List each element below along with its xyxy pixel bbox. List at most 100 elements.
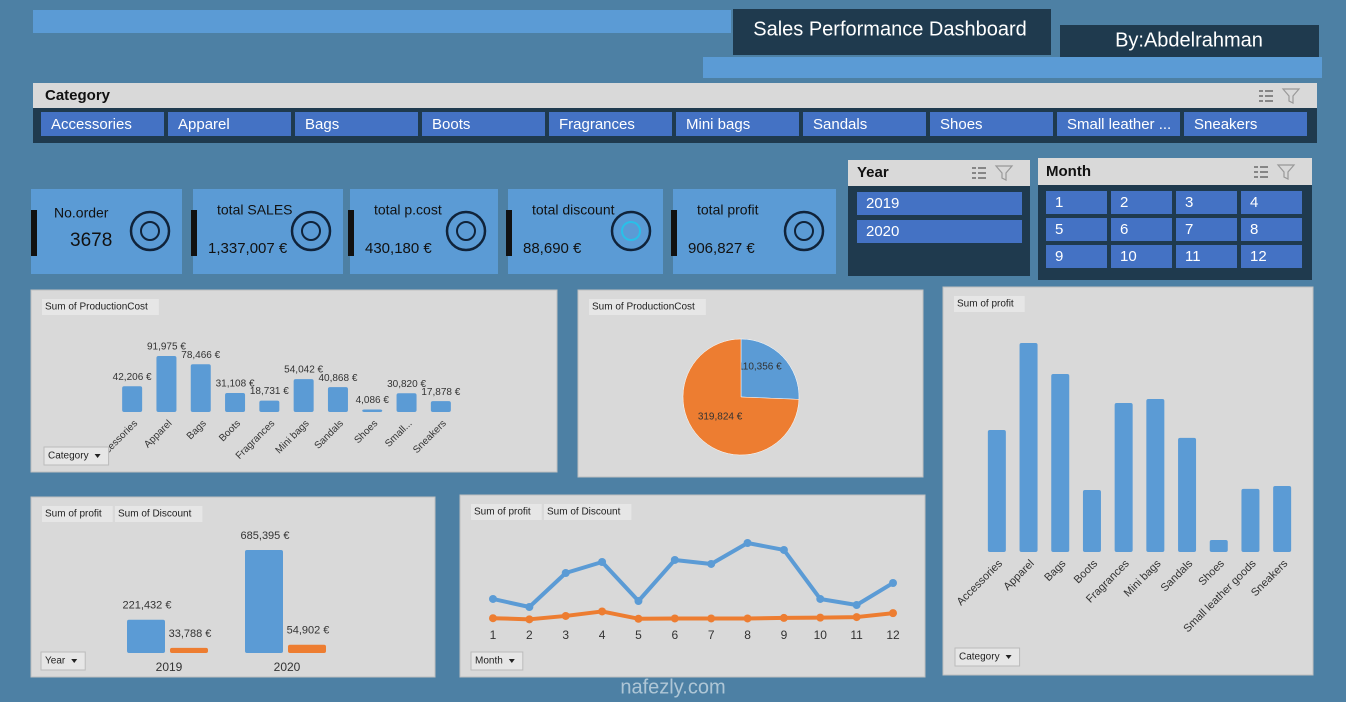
multi-select-icon[interactable] [972,167,986,179]
slicer-button-label: Sneakers [1194,116,1257,133]
kpi-value: 430,180 € [365,240,432,257]
bar [1019,343,1038,552]
dropdown-arrow[interactable] [508,659,515,663]
line-point [670,555,679,564]
slicer-button[interactable] [1241,245,1302,268]
kpi-card [350,189,498,274]
bar [1178,437,1197,552]
x-tick-label: 5 [635,628,642,642]
field-button: Sum of profit [474,507,531,518]
slicer-title: Year [857,164,889,181]
line-point [525,615,534,624]
field-button-bg [954,296,1025,312]
kpi-icon [445,210,487,252]
bar [1273,485,1292,552]
field-button-bg [544,504,632,520]
title-box [733,9,1051,55]
slicer-button[interactable] [295,112,418,136]
filter-button-bg[interactable] [954,647,1021,667]
kpi-label: No.order [54,205,109,221]
slicer-button[interactable] [41,112,164,136]
slicer-button-label: 12 [1250,248,1267,265]
slicer-button-label: 4 [1250,194,1258,211]
line-point [598,607,607,616]
bar [1209,540,1228,552]
x-tick-label: 11 [850,628,863,642]
slicer-button[interactable] [1184,112,1307,136]
kpi-accent [191,210,197,256]
slicer-button[interactable] [1241,218,1302,241]
slicer-button[interactable] [1057,112,1180,136]
banner-band [703,57,1322,78]
bar [1146,398,1165,552]
kpi-label: total discount [532,202,615,218]
slicer-button[interactable] [803,112,926,136]
category-slicer-header [33,83,1317,108]
data-label: 40,868 € [318,373,357,384]
slicer-button[interactable] [1046,218,1107,241]
slicer-button[interactable] [857,220,1022,243]
slicer-button-label: 5 [1055,221,1063,238]
slicer-button-label: Small leather ... [1067,116,1171,133]
line-point [670,614,679,623]
line-point [779,613,788,622]
data-label: 33,788 € [169,628,212,640]
author: By:Abdelrahman [1115,29,1263,51]
slicer-button[interactable] [676,112,799,136]
slicer-title: Month [1046,163,1091,180]
slicer-button[interactable] [1046,245,1107,268]
slicer-button[interactable] [930,112,1053,136]
x-tick-label: 6 [671,628,678,642]
slicer-button[interactable] [1241,191,1302,214]
slicer-button[interactable] [549,112,672,136]
bar [170,647,208,653]
kpi-label: total profit [697,202,759,218]
filter-button-bg[interactable] [470,651,524,671]
slicer-button[interactable] [1111,245,1172,268]
bar [987,429,1006,552]
filter-button: Month [475,656,503,667]
chart-panel [30,496,436,678]
slicer-button[interactable] [1046,191,1107,214]
slicer-button[interactable] [1111,191,1172,214]
clear-filter-icon[interactable] [1281,88,1301,104]
slicer-button[interactable] [168,112,291,136]
kpi-card [673,189,836,274]
field-button-bg [42,299,159,315]
slicer-button[interactable] [857,192,1022,215]
bar [122,386,143,412]
bar [396,393,417,412]
line-point [707,559,716,568]
slicer-button[interactable] [1176,218,1237,241]
clear-filter-icon[interactable] [994,165,1014,181]
x-tick-label: 12 [886,628,900,642]
kpi-icon [456,221,476,241]
filter-button-bg[interactable] [43,446,110,466]
bar [127,619,165,653]
line-point [489,614,497,623]
slicer-button-label: 9 [1055,248,1063,265]
data-label: 31,108 € [216,379,255,390]
slicer-button-label: Boots [432,116,470,133]
slicer-button[interactable] [1176,191,1237,214]
bar [430,401,451,412]
filter-button-bg[interactable] [40,651,86,671]
kpi-icon [301,221,321,241]
line-point [889,579,897,588]
dropdown-arrow[interactable] [71,659,78,663]
dropdown-arrow[interactable] [94,454,101,458]
slicer-button[interactable] [1176,245,1237,268]
slicer-button-label: Mini bags [686,116,750,133]
bar [245,550,283,653]
line-series [492,609,894,622]
dropdown-arrow[interactable] [1005,655,1012,659]
field-button: Sum of Discount [118,509,192,520]
kpi-card [193,189,343,274]
kpi-icon [140,221,160,241]
slicer-button-label: Accessories [51,116,132,133]
clear-filter-icon[interactable] [1276,164,1296,180]
multi-select-icon[interactable] [1254,166,1268,178]
slicer-button[interactable] [422,112,545,136]
multi-select-icon[interactable] [1259,90,1273,102]
slicer-button[interactable] [1111,218,1172,241]
